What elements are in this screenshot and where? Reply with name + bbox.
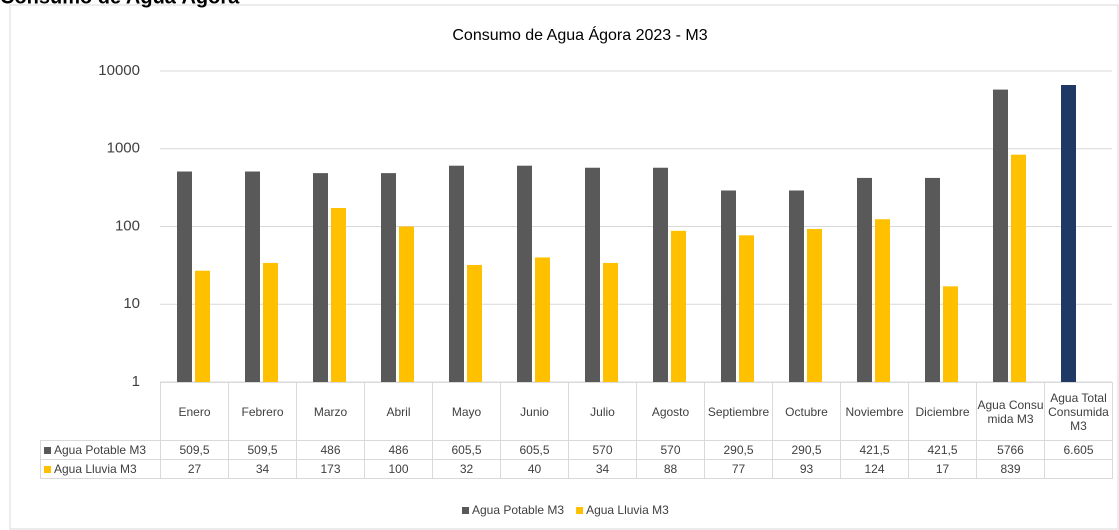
bar	[585, 167, 600, 382]
table-value: 17	[908, 459, 977, 479]
table-value: 5766	[976, 440, 1045, 460]
table-value: 570	[568, 440, 637, 460]
data-row: Agua Lluvia M3 27 34 173 100 32 40 34 88 77 93 124 1…	[40, 459, 1113, 479]
table-value: 839	[976, 459, 1045, 479]
category-label: Mayo	[432, 382, 501, 441]
category-label: Enero	[160, 382, 229, 441]
data-row: Agua Potable M3 509,5 509,5 486 486 605,5 605,…	[40, 440, 1113, 460]
bar	[739, 235, 754, 382]
table-value: 77	[704, 459, 773, 479]
table-value: 486	[296, 440, 365, 460]
category-label: Julio	[568, 382, 637, 441]
bar	[943, 286, 958, 382]
legend-swatch	[576, 507, 584, 514]
corner-cell	[40, 382, 161, 441]
row-label-text: Agua Lluvia M3	[54, 462, 137, 476]
table-value: 34	[228, 459, 297, 479]
bar	[195, 270, 210, 382]
bar	[177, 171, 192, 382]
table-value: 27	[160, 459, 229, 479]
bar	[381, 173, 396, 382]
table-value: 32	[432, 459, 501, 479]
table-value: 290,5	[704, 440, 773, 460]
table-value: 509,5	[228, 440, 297, 460]
table-value: 40	[500, 459, 569, 479]
y-tick-label: 10000	[98, 62, 140, 79]
bar	[671, 230, 686, 382]
table-value: 421,5	[908, 440, 977, 460]
category-label: Agua Total Consumida M3	[1044, 382, 1113, 441]
bar	[313, 173, 328, 382]
bar	[721, 190, 736, 382]
bar	[1011, 154, 1026, 382]
category-label: Febrero	[228, 382, 297, 441]
legend-key	[44, 466, 51, 473]
y-tick-label: 1000	[107, 140, 140, 157]
header-row: Enero Febrero Marzo Abril Mayo Junio Julio Agos…	[40, 382, 1113, 441]
y-tick-label: 10	[123, 295, 140, 312]
table-value: 486	[364, 440, 433, 460]
bar	[449, 165, 464, 382]
category-label: Septiembre	[704, 382, 773, 441]
bar	[807, 228, 822, 382]
legend-label: Agua Lluvia M3	[586, 503, 669, 517]
legend-label: Agua Potable M3	[472, 503, 564, 517]
category-label: Noviembre	[840, 382, 909, 441]
table-value: 421,5	[840, 440, 909, 460]
table-value: 605,5	[500, 440, 569, 460]
table-value	[1044, 459, 1113, 479]
table-value: 570	[636, 440, 705, 460]
chart-title: Consumo de Agua Ágora 2023 - M3	[452, 25, 707, 44]
bar	[857, 177, 872, 382]
category-label: Agosto	[636, 382, 705, 441]
category-label: Agua Consumida M3	[976, 382, 1045, 441]
table-value: 100	[364, 459, 433, 479]
bar	[925, 177, 940, 382]
category-label: Junio	[500, 382, 569, 441]
header-title: Consumo de Agua Ágora	[0, 0, 240, 8]
y-tick-label: 1	[132, 373, 140, 390]
row-label: Agua Potable M3	[40, 440, 161, 460]
table-value: 290,5	[772, 440, 841, 460]
bar	[875, 219, 890, 382]
table-value: 6.605	[1044, 440, 1113, 460]
table-value: 509,5	[160, 440, 229, 460]
bar	[245, 171, 260, 382]
bar	[467, 264, 482, 382]
table-value: 124	[840, 459, 909, 479]
bar	[263, 262, 278, 382]
category-label: Abril	[364, 382, 433, 441]
bar	[993, 89, 1008, 383]
bar	[535, 257, 550, 382]
bar	[603, 262, 618, 382]
bar	[517, 165, 532, 382]
legend-key	[44, 447, 51, 454]
y-tick-label: 100	[115, 217, 140, 234]
bar	[789, 190, 804, 382]
table-value: 34	[568, 459, 637, 479]
table-value: 173	[296, 459, 365, 479]
row-label: Agua Lluvia M3	[40, 459, 161, 479]
bar	[653, 167, 668, 382]
table-value: 88	[636, 459, 705, 479]
table-value: 605,5	[432, 440, 501, 460]
bar	[331, 207, 346, 382]
legend-swatch	[462, 507, 469, 514]
category-label: Diciembre	[908, 382, 977, 441]
table-value: 93	[772, 459, 841, 479]
data-table: Enero Febrero Marzo Abril Mayo Junio Julio Agos…	[40, 382, 1113, 479]
bar	[1061, 85, 1076, 383]
row-label-text: Agua Potable M3	[54, 443, 147, 457]
bar	[399, 226, 414, 382]
category-label: Marzo	[296, 382, 365, 441]
category-label: Octubre	[772, 382, 841, 441]
